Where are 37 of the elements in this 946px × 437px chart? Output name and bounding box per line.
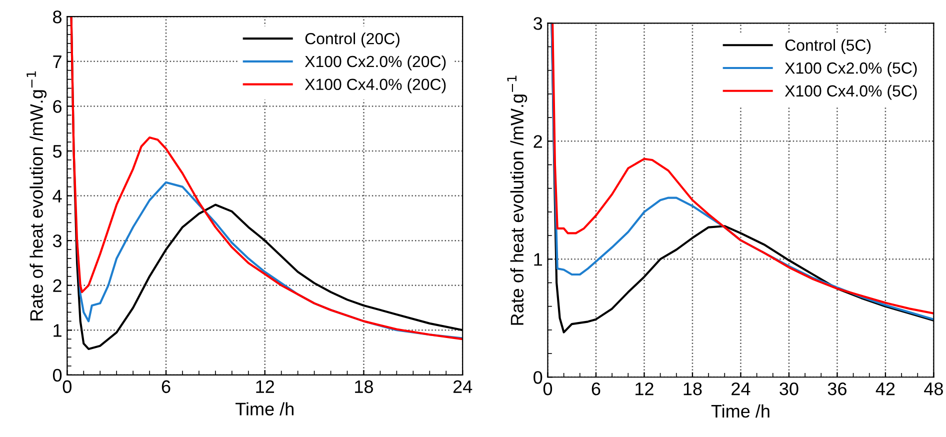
x-tick-label: 6	[592, 382, 600, 396]
x-tick-label: 0	[62, 380, 72, 394]
x-tick-label: 12	[636, 382, 654, 396]
x-tick-label: 48	[924, 382, 943, 396]
x-tick-label: 24	[732, 382, 750, 396]
x-axis-title: Time /h	[236, 402, 294, 416]
x-tick-label: 6	[162, 380, 170, 394]
y-axis-title: Rate of heat evolution /mW.g$^{−1}$	[507, 76, 528, 325]
legend-label: X100 Cx2.0% (5C)	[784, 62, 917, 77]
y-tick-label: 0	[534, 371, 542, 384]
legend-label: Control (5C)	[785, 39, 871, 54]
x-tick-label: 0	[543, 382, 552, 396]
x-tick-label: 24	[453, 380, 472, 393]
y-tick-label: 3	[534, 17, 542, 30]
y-axis-title: Rate of heat evolution /mW.g$^{−1}$	[26, 71, 47, 320]
legend-label: X100 Cx4.0% (5C)	[784, 84, 917, 100]
y-tick-label: 1	[534, 253, 542, 266]
x-tick-label: 42	[876, 382, 895, 396]
y-tick-label: 8	[53, 10, 62, 24]
legend-label: X100 Cx2.0% (20C)	[304, 55, 446, 70]
y-tick-label: 0	[52, 368, 62, 382]
x-tick-label: 36	[828, 382, 846, 396]
y-tick-label: 3	[52, 234, 62, 248]
y-tick-label: 5	[52, 145, 62, 158]
y-tick-label: 2	[534, 135, 542, 148]
y-tick-label: 7	[53, 56, 62, 68]
legend-label: X100 Cx4.0% (20C)	[304, 78, 446, 94]
y-tick-label: 4	[52, 190, 62, 202]
y-tick-label: 2	[53, 279, 62, 292]
x-axis-title: Time /h	[711, 404, 770, 418]
x-tick-label: 18	[355, 380, 373, 394]
y-tick-label: 6	[53, 100, 62, 113]
y-tick-label: 1	[54, 324, 62, 337]
x-tick-label: 12	[256, 380, 274, 393]
legend-label: Control (20C)	[305, 32, 400, 48]
x-tick-label: 30	[780, 382, 798, 396]
x-tick-label: 18	[684, 382, 702, 396]
